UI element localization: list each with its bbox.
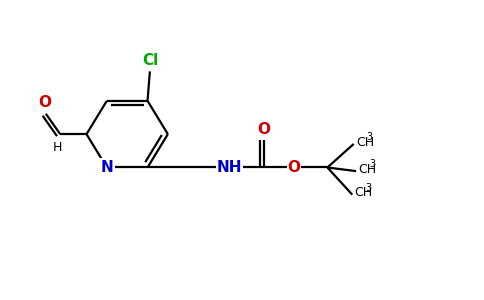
Text: Cl: Cl (142, 53, 158, 68)
Text: CH: CH (355, 186, 373, 200)
Text: NH: NH (217, 160, 242, 175)
Text: 3: 3 (365, 183, 371, 193)
Text: O: O (38, 95, 51, 110)
Text: H: H (53, 141, 62, 154)
Text: O: O (258, 122, 271, 137)
Text: 3: 3 (369, 159, 375, 169)
Text: CH: CH (359, 163, 377, 176)
Text: N: N (101, 160, 113, 175)
Text: 3: 3 (367, 132, 373, 142)
Text: CH: CH (356, 136, 374, 148)
Text: O: O (287, 160, 301, 175)
